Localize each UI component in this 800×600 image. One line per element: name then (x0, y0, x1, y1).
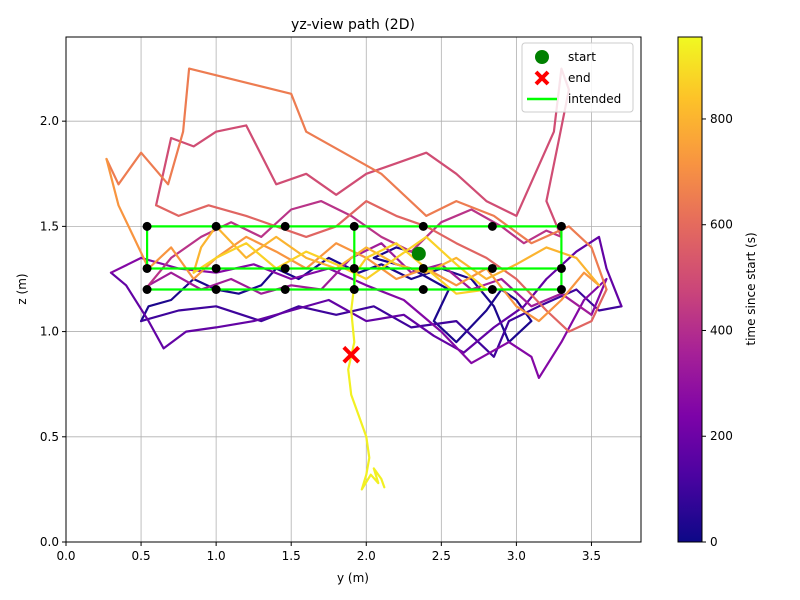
waypoint-marker (487, 221, 497, 231)
legend-label-intended: intended (568, 92, 621, 106)
x-tick-label: 3.5 (582, 549, 601, 563)
legend: start end intended (521, 42, 634, 113)
y-axis-label: z (m) (15, 273, 29, 304)
x-axis-label: y (m) (337, 571, 369, 585)
legend-start-marker (535, 50, 549, 64)
y-tick-label: 0.5 (40, 430, 59, 444)
waypoint-marker (349, 221, 359, 231)
trajectory-segment (155, 67, 571, 238)
trajectory-segment (105, 67, 608, 291)
x-tick-label: 1.5 (282, 549, 301, 563)
x-tick-label: 0.5 (132, 549, 151, 563)
trajectory-segment (147, 242, 593, 316)
trajectory-segment (140, 246, 533, 344)
legend-label-end: end (568, 71, 591, 85)
trajectory (105, 67, 623, 491)
waypoint-marker (418, 263, 428, 273)
end-marker (342, 345, 361, 364)
waypoint-marker (211, 285, 221, 294)
waypoint-marker (280, 285, 290, 294)
x-tick-label: 1.0 (207, 549, 226, 563)
y-tick-label: 1.5 (40, 219, 59, 233)
legend-end-marker (534, 70, 550, 86)
waypoint-marker (280, 221, 290, 231)
y-tick-label: 2.0 (40, 114, 59, 128)
waypoint-marker (211, 221, 221, 231)
waypoint-marker (349, 263, 359, 273)
chart-title: yz-view path (2D) (291, 17, 415, 33)
colorbar-tick-label: 600 (710, 218, 733, 232)
x-tick-label: 2.0 (357, 549, 376, 563)
waypoint-marker (556, 285, 566, 294)
colorbar-gradient (677, 36, 703, 543)
waypoint-marker (556, 221, 566, 231)
trajectory-segment (155, 200, 608, 333)
y-axis-ticks: 0.0 0.5 1.0 1.5 2.0 (40, 114, 66, 549)
trajectory-segment (192, 235, 488, 295)
colorbar-label: time since start (s) (744, 232, 758, 345)
y-tick-label: 1.0 (40, 325, 59, 339)
waypoint-marker (418, 285, 428, 294)
colorbar-tick-label: 800 (710, 112, 733, 126)
waypoint-marker (487, 263, 497, 273)
start-marker (411, 246, 426, 261)
x-tick-label: 0.0 (56, 549, 75, 563)
plot-frame (65, 36, 642, 543)
colorbar-tick-label: 200 (710, 429, 733, 443)
x-axis-ticks: 0.0 0.5 1.0 1.5 2.0 2.5 3.0 3.5 (56, 542, 601, 563)
waypoint-marker (142, 263, 152, 273)
waypoint-marker (349, 285, 359, 294)
waypoint-marker (556, 263, 566, 273)
legend-label-start: start (568, 50, 596, 64)
colorbar-tick-label: 400 (710, 323, 733, 337)
trajectory-segment (109, 256, 608, 379)
waypoint-marker (487, 285, 497, 294)
waypoint-marker (142, 221, 152, 231)
colorbar: time since start (s) 0 200 400 600 800 (677, 36, 758, 549)
waypoint-marker (142, 285, 152, 294)
legend-box (521, 42, 634, 113)
waypoint-markers (142, 221, 566, 294)
x-tick-label: 2.5 (432, 549, 451, 563)
start-end-markers (342, 246, 426, 364)
waypoint-marker (280, 263, 290, 273)
trajectory-segment (192, 225, 601, 287)
x-tick-label: 3.0 (507, 549, 526, 563)
waypoint-marker (211, 263, 221, 273)
y-tick-label: 0.0 (40, 535, 59, 549)
waypoint-marker (418, 221, 428, 231)
trajectory-segment (105, 157, 601, 323)
colorbar-tick-label: 0 (710, 535, 718, 549)
